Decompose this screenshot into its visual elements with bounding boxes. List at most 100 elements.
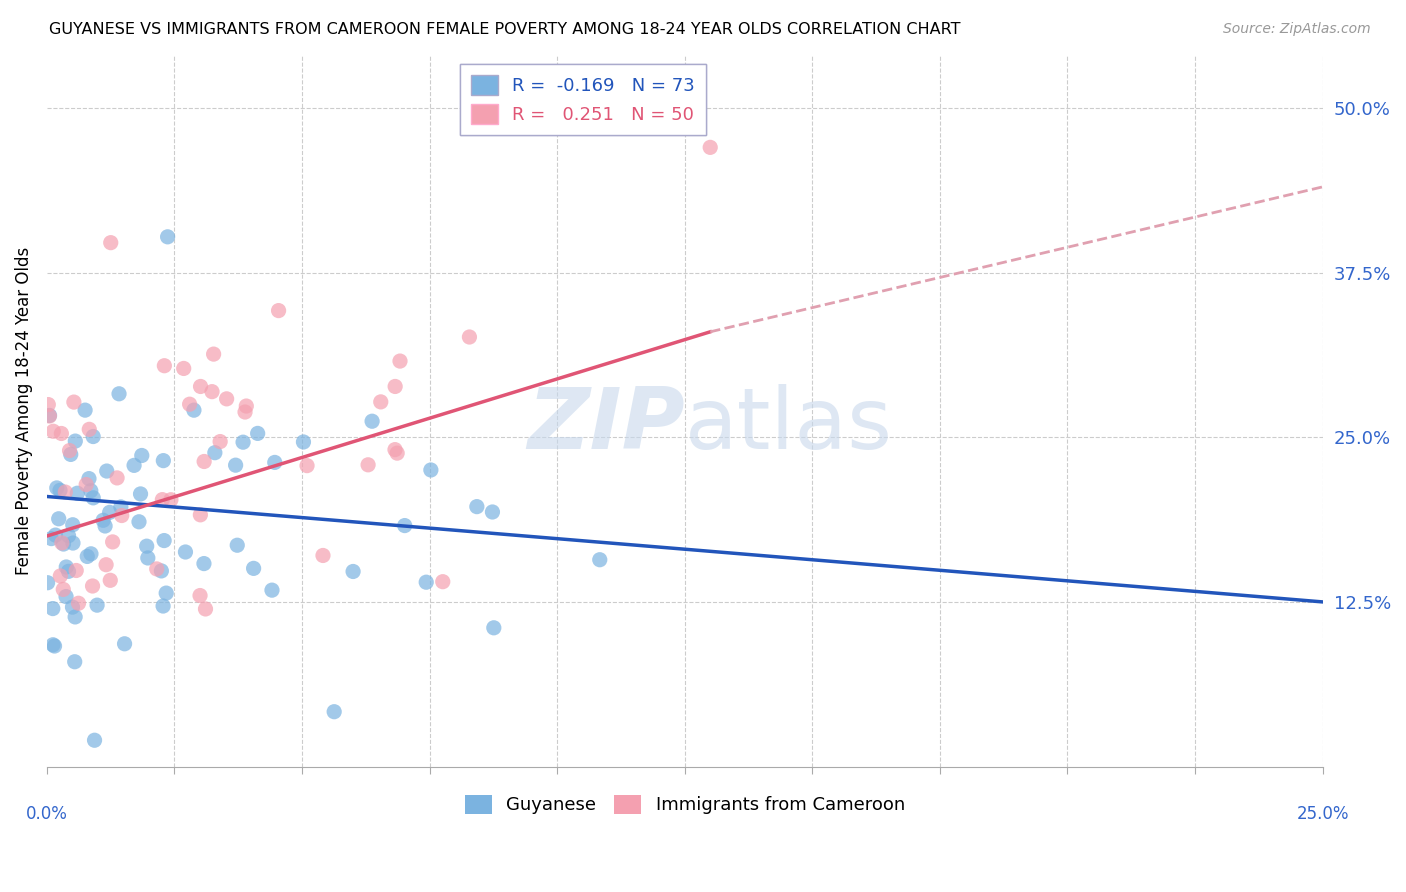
Point xyxy=(86,598,108,612)
Point xyxy=(388,354,411,368)
Point xyxy=(136,551,159,566)
Point xyxy=(194,602,217,616)
Point xyxy=(202,347,225,361)
Point xyxy=(295,458,318,473)
Point xyxy=(160,492,183,507)
Point xyxy=(98,505,121,519)
Point xyxy=(58,443,80,458)
Point xyxy=(152,453,174,467)
Legend: R =  -0.169   N = 73, R =   0.251   N = 50: R = -0.169 N = 73, R = 0.251 N = 50 xyxy=(460,64,706,135)
Point xyxy=(385,446,408,460)
Point xyxy=(59,447,82,461)
Point xyxy=(111,508,134,523)
Point xyxy=(226,538,249,552)
Point xyxy=(44,639,66,653)
Y-axis label: Female Poverty Among 18-24 Year Olds: Female Poverty Among 18-24 Year Olds xyxy=(15,247,32,575)
Point xyxy=(75,477,97,491)
Point xyxy=(173,361,195,376)
Point xyxy=(260,583,283,598)
Point xyxy=(246,426,269,441)
Point xyxy=(75,403,97,417)
Point xyxy=(63,610,86,624)
Point xyxy=(193,557,215,571)
Point xyxy=(152,599,174,613)
Point xyxy=(131,449,153,463)
Point xyxy=(65,564,87,578)
Point xyxy=(342,565,364,579)
Point xyxy=(110,500,132,514)
Point xyxy=(82,429,104,443)
Point xyxy=(357,458,380,472)
Point xyxy=(91,513,114,527)
Point xyxy=(361,414,384,428)
Point xyxy=(37,398,59,412)
Point xyxy=(481,505,503,519)
Point xyxy=(37,575,59,590)
Point xyxy=(242,561,264,575)
Point xyxy=(145,562,167,576)
Point xyxy=(482,621,505,635)
Point xyxy=(153,359,176,373)
Point xyxy=(55,590,77,604)
Point xyxy=(58,565,80,579)
Point xyxy=(465,500,488,514)
Point xyxy=(42,424,65,438)
Point xyxy=(94,519,117,533)
Point xyxy=(44,528,66,542)
Point xyxy=(292,434,315,449)
Point xyxy=(190,508,212,522)
Point xyxy=(83,733,105,747)
Point xyxy=(49,569,72,583)
Point xyxy=(58,529,80,543)
Point xyxy=(67,596,90,610)
Point xyxy=(101,535,124,549)
Point xyxy=(51,426,73,441)
Point xyxy=(62,517,84,532)
Point xyxy=(80,547,103,561)
Text: 25.0%: 25.0% xyxy=(1296,805,1348,823)
Point xyxy=(105,471,128,485)
Point xyxy=(63,395,86,409)
Point xyxy=(52,582,75,597)
Point xyxy=(114,637,136,651)
Point xyxy=(108,386,131,401)
Point xyxy=(233,405,256,419)
Text: Source: ZipAtlas.com: Source: ZipAtlas.com xyxy=(1223,22,1371,37)
Point xyxy=(122,458,145,473)
Point xyxy=(80,483,103,498)
Point xyxy=(49,483,72,498)
Point xyxy=(155,586,177,600)
Point xyxy=(312,549,335,563)
Point xyxy=(94,558,117,572)
Point xyxy=(63,655,86,669)
Point xyxy=(190,379,212,393)
Point xyxy=(156,229,179,244)
Point xyxy=(179,397,201,411)
Point xyxy=(589,552,612,566)
Point xyxy=(129,487,152,501)
Point xyxy=(51,536,73,550)
Point xyxy=(77,472,100,486)
Point xyxy=(41,532,63,546)
Point xyxy=(65,434,87,448)
Point xyxy=(458,330,481,344)
Point xyxy=(62,536,84,550)
Text: atlas: atlas xyxy=(685,384,893,467)
Point xyxy=(188,589,211,603)
Point xyxy=(38,409,60,423)
Point xyxy=(204,445,226,459)
Point xyxy=(215,392,238,406)
Point xyxy=(62,600,84,615)
Text: ZIP: ZIP xyxy=(527,384,685,467)
Point xyxy=(76,549,98,564)
Point xyxy=(53,485,76,500)
Point xyxy=(42,601,65,615)
Point xyxy=(52,537,75,551)
Point xyxy=(135,539,157,553)
Point xyxy=(42,638,65,652)
Point xyxy=(419,463,441,477)
Point xyxy=(174,545,197,559)
Point xyxy=(96,464,118,478)
Point xyxy=(98,574,121,588)
Text: GUYANESE VS IMMIGRANTS FROM CAMEROON FEMALE POVERTY AMONG 18-24 YEAR OLDS CORREL: GUYANESE VS IMMIGRANTS FROM CAMEROON FEM… xyxy=(49,22,960,37)
